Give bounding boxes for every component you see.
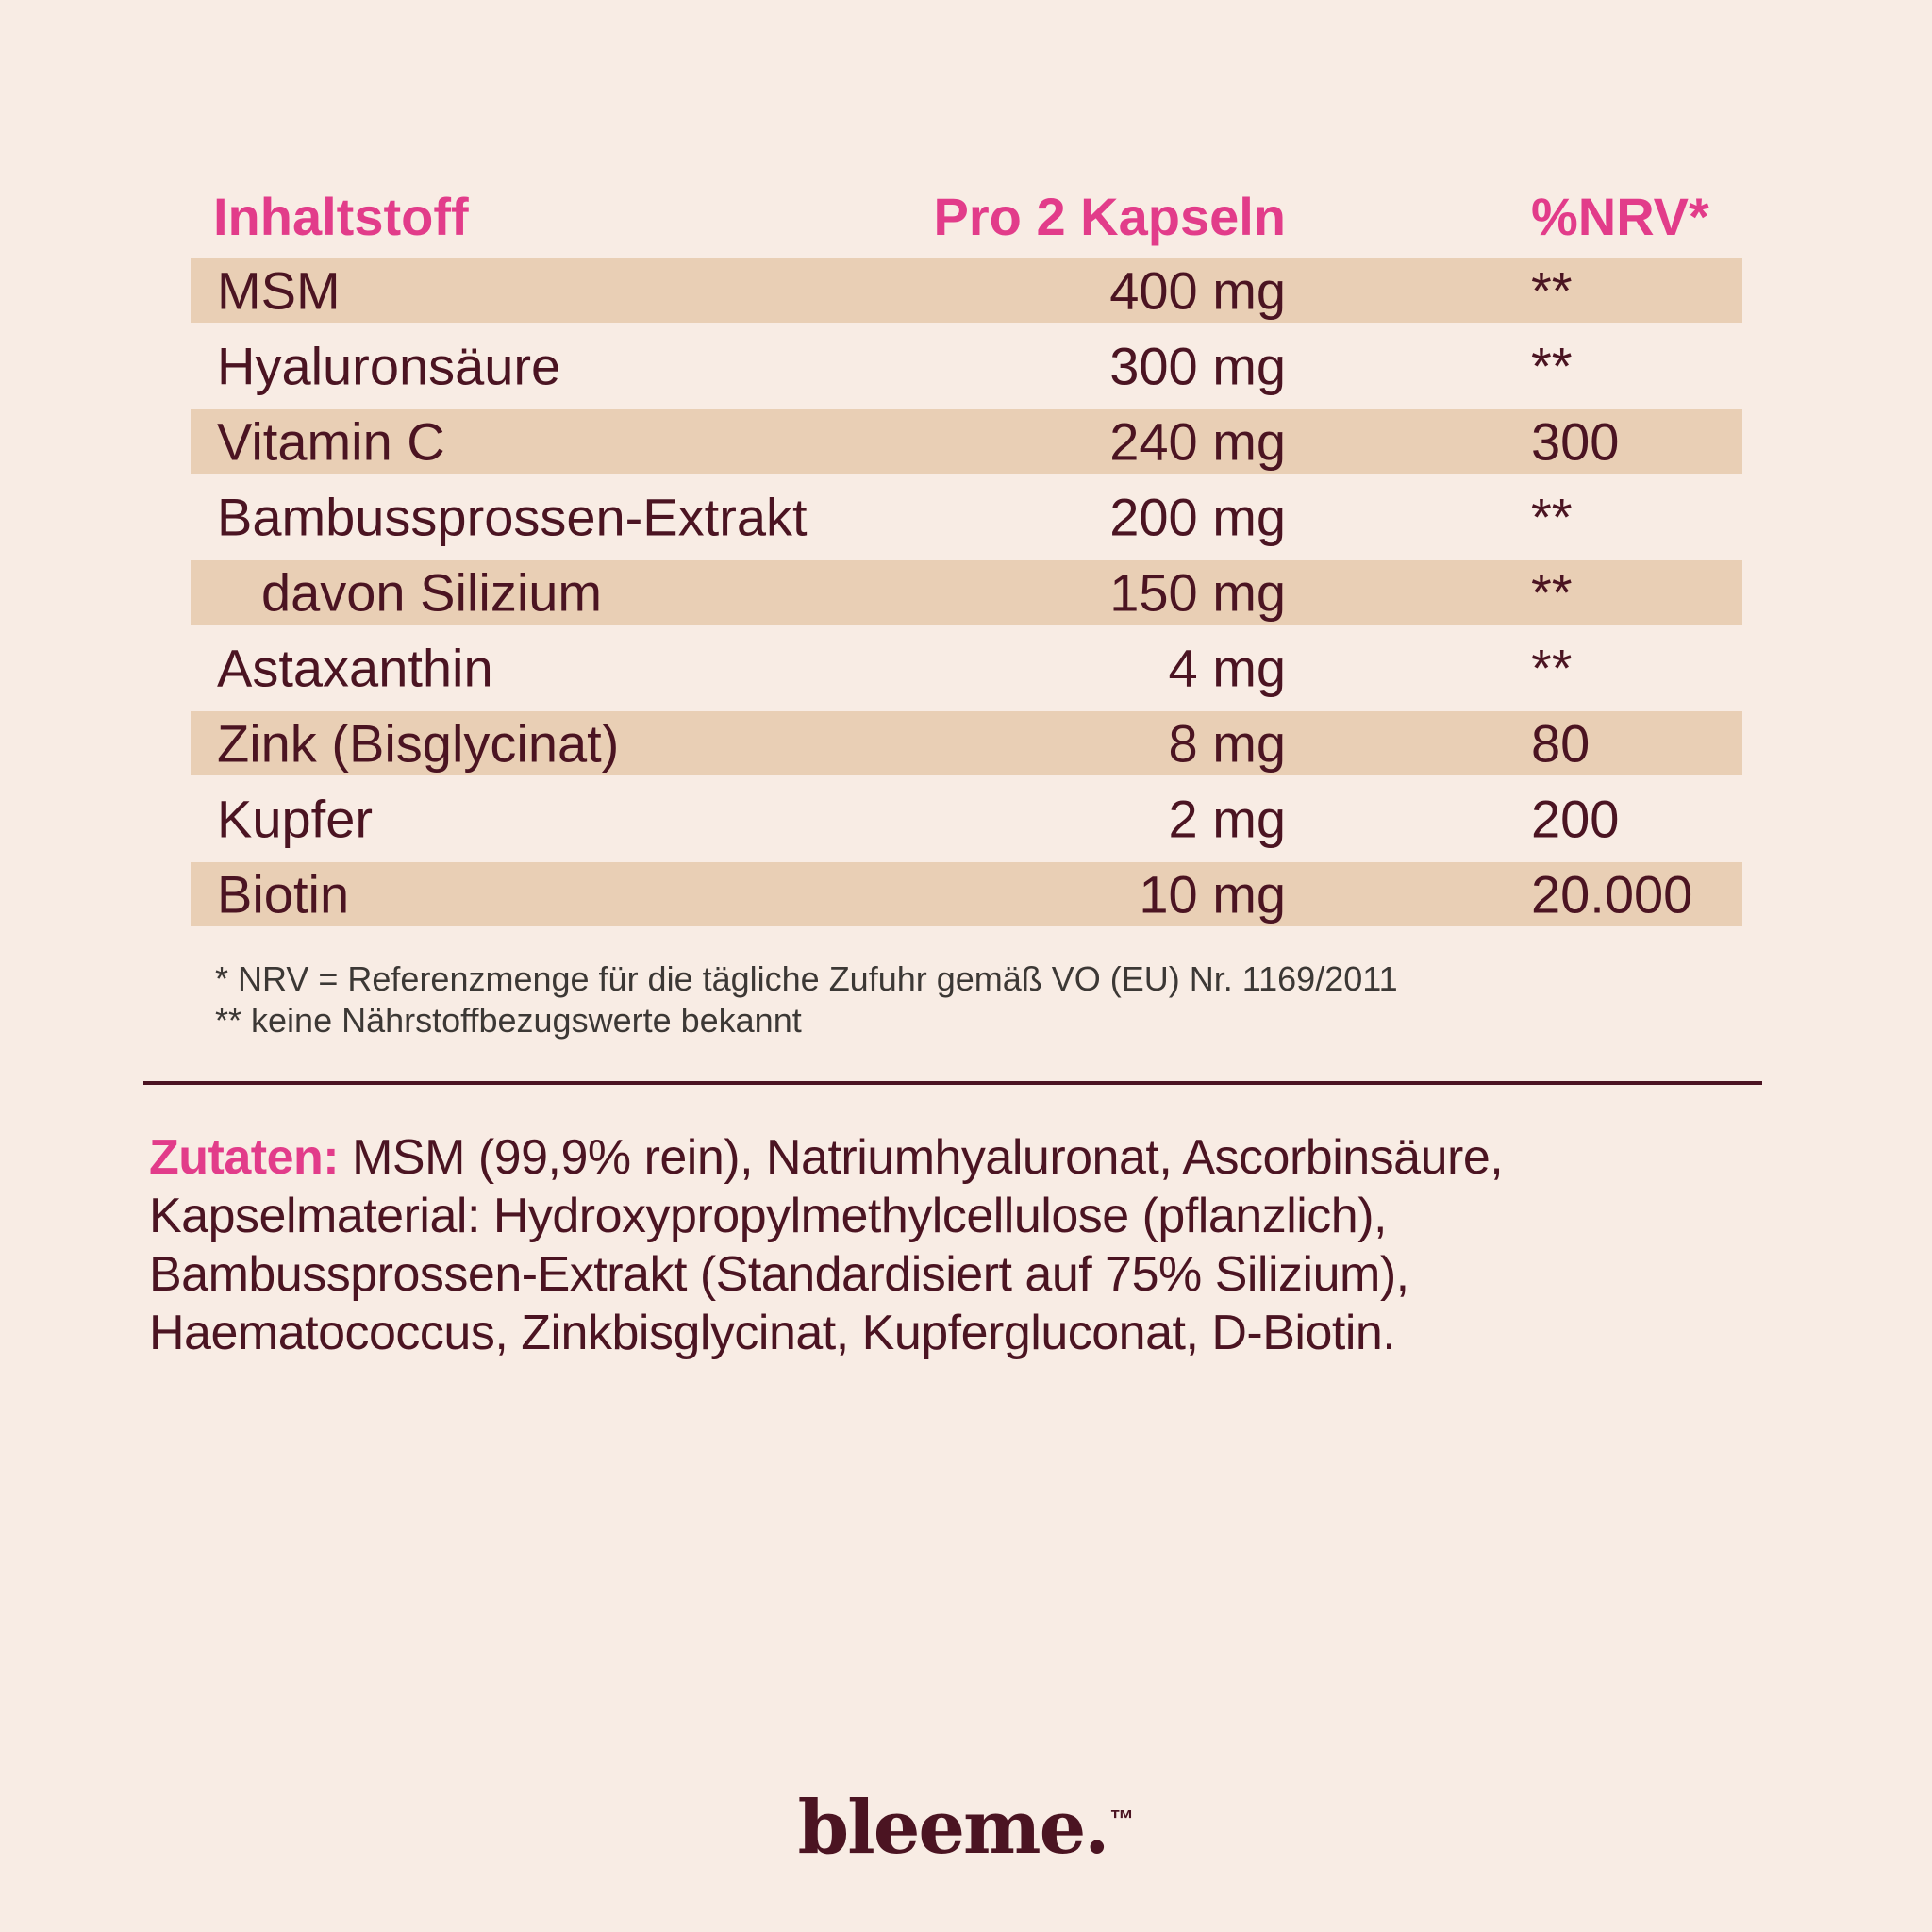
- ingredients-paragraph: Zutaten: MSM (99,9% rein), Natriumhyaluro…: [149, 1128, 1753, 1362]
- nutrition-table-body: MSM 400 mg ** Hyaluronsäure 300 mg ** Vi…: [191, 253, 1742, 932]
- ingredient-name: MSM: [217, 260, 341, 321]
- ingredient-name: davon Silizium: [261, 562, 603, 623]
- footnote-nrv-definition: * NRV = Referenzmenge für die tägliche Z…: [215, 959, 1398, 998]
- table-row: Kupfer 2 mg 200: [191, 781, 1742, 857]
- trademark-symbol: ™: [1109, 1805, 1135, 1833]
- brand-logo-text: bleeme.: [797, 1785, 1110, 1871]
- table-row: davon Silizium 150 mg **: [191, 555, 1742, 630]
- ingredient-nrv-value: **: [1531, 487, 1573, 547]
- ingredients-line-text: MSM (99,9% rein), Natriumhyaluronat, Asc…: [352, 1130, 1504, 1185]
- column-header-ingredient: Inhaltstoff: [213, 187, 469, 246]
- column-header-amount: Pro 2 Kapseln: [933, 187, 1286, 246]
- ingredient-nrv-value: **: [1531, 260, 1573, 321]
- ingredient-name: Hyaluronsäure: [217, 336, 561, 396]
- ingredient-nrv-value: 80: [1531, 713, 1591, 774]
- ingredient-amount: 240 mg: [1109, 411, 1286, 472]
- table-row: Vitamin C 240 mg 300: [191, 404, 1742, 479]
- ingredient-nrv-value: 200: [1531, 789, 1620, 849]
- footnote-no-reference-values: ** keine Nährstoffbezugswerte bekannt: [215, 1001, 802, 1040]
- ingredient-amount: 400 mg: [1109, 260, 1286, 321]
- table-row: Biotin 10 mg 20.000: [191, 857, 1742, 932]
- ingredient-nrv-value: **: [1531, 562, 1573, 623]
- nutrition-table: Inhaltstoff Pro 2 Kapseln %NRV* MSM 400 …: [191, 189, 1742, 932]
- table-row: Zink (Bisglycinat) 8 mg 80: [191, 706, 1742, 781]
- ingredients-line: Kapselmaterial: Hydroxypropylmethylcellu…: [149, 1189, 1387, 1243]
- ingredient-amount: 150 mg: [1109, 562, 1286, 623]
- footnotes: * NRV = Referenzmenge für die tägliche Z…: [215, 958, 1398, 1041]
- column-header-nrv: %NRV*: [1531, 187, 1709, 246]
- ingredient-name: Bambussprossen-Extrakt: [217, 487, 808, 547]
- divider-line: [143, 1081, 1762, 1085]
- brand-logo: bleeme.™: [0, 1785, 1932, 1871]
- ingredient-name: Astaxanthin: [217, 638, 493, 698]
- ingredients-line: Haematococcus, Zinkbisglycinat, Kupfergl…: [149, 1306, 1396, 1360]
- ingredients-label: Zutaten:: [149, 1130, 340, 1185]
- ingredient-amount: 200 mg: [1109, 487, 1286, 547]
- ingredient-name: Zink (Bisglycinat): [217, 713, 620, 774]
- ingredient-nrv-value: 20.000: [1531, 864, 1693, 924]
- ingredient-nrv-value: **: [1531, 638, 1573, 698]
- table-row: Hyaluronsäure 300 mg **: [191, 328, 1742, 404]
- ingredient-amount: 2 mg: [1168, 789, 1287, 849]
- ingredients-line: Zutaten: MSM (99,9% rein), Natriumhyaluro…: [149, 1128, 1753, 1187]
- ingredient-amount: 8 mg: [1168, 713, 1287, 774]
- ingredient-name: Kupfer: [217, 789, 373, 849]
- nutrition-table-header: Inhaltstoff Pro 2 Kapseln %NRV*: [191, 189, 1742, 253]
- ingredient-amount: 300 mg: [1109, 336, 1286, 396]
- table-row: MSM 400 mg **: [191, 253, 1742, 328]
- table-row: Bambussprossen-Extrakt 200 mg **: [191, 479, 1742, 555]
- table-row: Astaxanthin 4 mg **: [191, 630, 1742, 706]
- ingredient-name: Vitamin C: [217, 411, 445, 472]
- ingredients-line: Bambussprossen-Extrakt (Standardisiert a…: [149, 1247, 1409, 1302]
- ingredient-nrv-value: 300: [1531, 411, 1620, 472]
- ingredient-name: Biotin: [217, 864, 350, 924]
- ingredient-nrv-value: **: [1531, 336, 1573, 396]
- ingredient-amount: 4 mg: [1168, 638, 1287, 698]
- ingredient-amount: 10 mg: [1139, 864, 1286, 924]
